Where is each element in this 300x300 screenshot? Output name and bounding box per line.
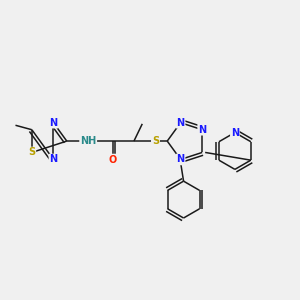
Text: S: S	[152, 136, 159, 146]
Text: N: N	[198, 125, 206, 135]
Text: N: N	[176, 118, 185, 128]
Text: S: S	[28, 147, 35, 158]
Text: NH: NH	[80, 136, 96, 146]
Text: N: N	[50, 154, 58, 164]
Text: N: N	[231, 128, 239, 137]
Text: N: N	[50, 118, 58, 128]
Text: N: N	[176, 154, 185, 164]
Text: O: O	[108, 154, 117, 164]
